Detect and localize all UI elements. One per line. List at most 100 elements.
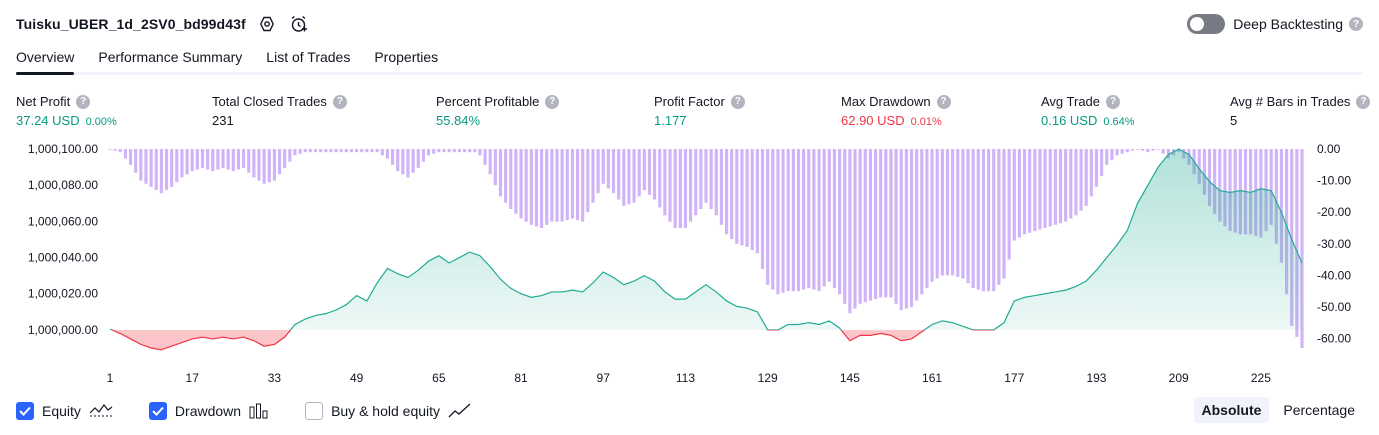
equity-line-positive (109, 148, 1303, 330)
y-left-tick-label: 1,000,100.00 (28, 142, 98, 156)
drawdown-bar (149, 149, 153, 187)
drawdown-bar (540, 149, 544, 228)
drawdown-bar (796, 149, 801, 292)
report-tabs: Overview Performance Summary List of Tra… (16, 44, 1363, 75)
tab-properties[interactable]: Properties (374, 49, 439, 65)
drawdown-bar (113, 149, 117, 151)
drawdown-bar (252, 149, 256, 178)
drawdown-bar (144, 149, 148, 184)
drawdown-bar (534, 149, 539, 227)
drawdown-bar (596, 149, 600, 194)
drawdown-bar (930, 149, 934, 282)
drawdown-bar (617, 149, 621, 200)
drawdown-bar (529, 149, 533, 225)
drawdown-bar (1033, 149, 1037, 232)
drawdown-bar (437, 149, 441, 153)
drawdown-bar (709, 149, 713, 210)
legend-equity[interactable]: Equity (16, 402, 113, 420)
equity-checkbox[interactable] (16, 402, 34, 420)
help-icon[interactable]: ? (1356, 94, 1371, 109)
drawdown-bar (925, 149, 929, 288)
drawdown-bar (817, 149, 821, 292)
drawdown-bar (745, 149, 749, 247)
help-icon[interactable]: ? (730, 94, 745, 109)
tab-overview[interactable]: Overview (16, 44, 75, 75)
drawdown-bar (940, 149, 944, 276)
legend-buy-hold[interactable]: Buy & hold equity (305, 402, 472, 420)
drawdown-bar (987, 149, 991, 292)
tab-list-of-trades[interactable]: List of Trades (266, 49, 351, 65)
settings-gear-icon[interactable] (256, 13, 278, 35)
drawdown-bar (324, 149, 328, 153)
drawdown-bar (545, 149, 549, 225)
metric-label: Profit Factor (654, 94, 725, 109)
drawdown-bar (283, 149, 287, 168)
drawdown-bar (1228, 149, 1232, 232)
help-icon[interactable]: ? (76, 94, 91, 109)
help-icon[interactable]: ? (1106, 94, 1121, 109)
drawdown-bar (997, 149, 1001, 285)
legend-label: Drawdown (174, 403, 242, 419)
x-tick-label: 49 (350, 371, 364, 385)
buy-hold-checkbox[interactable] (305, 402, 324, 420)
help-icon[interactable]: ? (936, 94, 951, 109)
y-right-tick-label: -60.00 (1317, 332, 1351, 346)
drawdown-bar (771, 149, 775, 290)
drawdown-bar (1213, 149, 1217, 214)
drawdown-bar (411, 149, 415, 173)
drawdown-bar (236, 149, 241, 170)
x-tick-label: 81 (514, 371, 528, 385)
drawdown-bar (1022, 149, 1027, 235)
drawdown-bar (853, 149, 857, 309)
drawdown-bar (1141, 149, 1145, 151)
drawdown-bar (1197, 149, 1201, 184)
help-icon[interactable]: ? (332, 94, 347, 109)
x-tick-label: 97 (597, 371, 611, 385)
drawdown-bar (170, 149, 174, 187)
drawdown-bar (586, 149, 590, 213)
equity-drawdown-chart[interactable]: 1,000,100.00 1,000,080.00 1,000,060.00 1,00… (0, 138, 1379, 390)
drawdown-bar (848, 149, 852, 314)
drawdown-bar (1048, 149, 1052, 227)
drawdown-bar (889, 149, 893, 298)
drawdown-bar (242, 149, 246, 168)
drawdown-bar (334, 149, 338, 153)
drawdown-bar (514, 149, 518, 214)
drawdown-bar (945, 149, 950, 276)
drawdown-bar (164, 149, 169, 191)
drawdown-bar (786, 149, 790, 292)
help-icon[interactable]: ? (545, 94, 560, 109)
metric-net-profit: Net Profit? 37.24 USD 0.00% (16, 93, 117, 128)
drawdown-bar (1043, 149, 1047, 228)
drawdown-bar (1285, 149, 1289, 295)
drawdown-bar (791, 149, 795, 292)
drawdown-bar (380, 149, 384, 156)
add-alert-clock-icon[interactable] (288, 13, 310, 35)
equity-line-icon (89, 403, 113, 419)
absolute-button[interactable]: Absolute (1193, 397, 1270, 423)
drawdown-bar (550, 149, 554, 222)
drawdown-bar (175, 149, 179, 183)
percentage-button[interactable]: Percentage (1283, 402, 1355, 418)
metric-profit-factor: Profit Factor? 1.177 (654, 93, 745, 128)
drawdown-bar (981, 149, 986, 292)
x-tick-label: 65 (432, 371, 446, 385)
drawdown-bar (1058, 149, 1063, 224)
drawdown-bar (879, 149, 883, 298)
deep-backtesting-toggle[interactable] (1187, 14, 1226, 34)
drawdown-checkbox[interactable] (148, 402, 167, 420)
x-tick-label: 17 (186, 371, 200, 385)
y-right-tick-label: -10.00 (1317, 174, 1351, 188)
drawdown-bar (457, 149, 461, 153)
drawdown-bar (560, 149, 564, 222)
drawdown-bar (262, 149, 266, 184)
tab-performance-summary[interactable]: Performance Summary (98, 49, 243, 65)
drawdown-bar (504, 149, 508, 203)
help-icon[interactable]: ? (1349, 17, 1363, 31)
legend-drawdown[interactable]: Drawdown (148, 402, 269, 420)
drawdown-bar (473, 149, 477, 153)
drawdown-bar (1130, 149, 1135, 151)
drawdown-bar (730, 149, 734, 240)
buy-hold-line-icon (448, 403, 472, 419)
drawdown-bar (1223, 149, 1227, 227)
